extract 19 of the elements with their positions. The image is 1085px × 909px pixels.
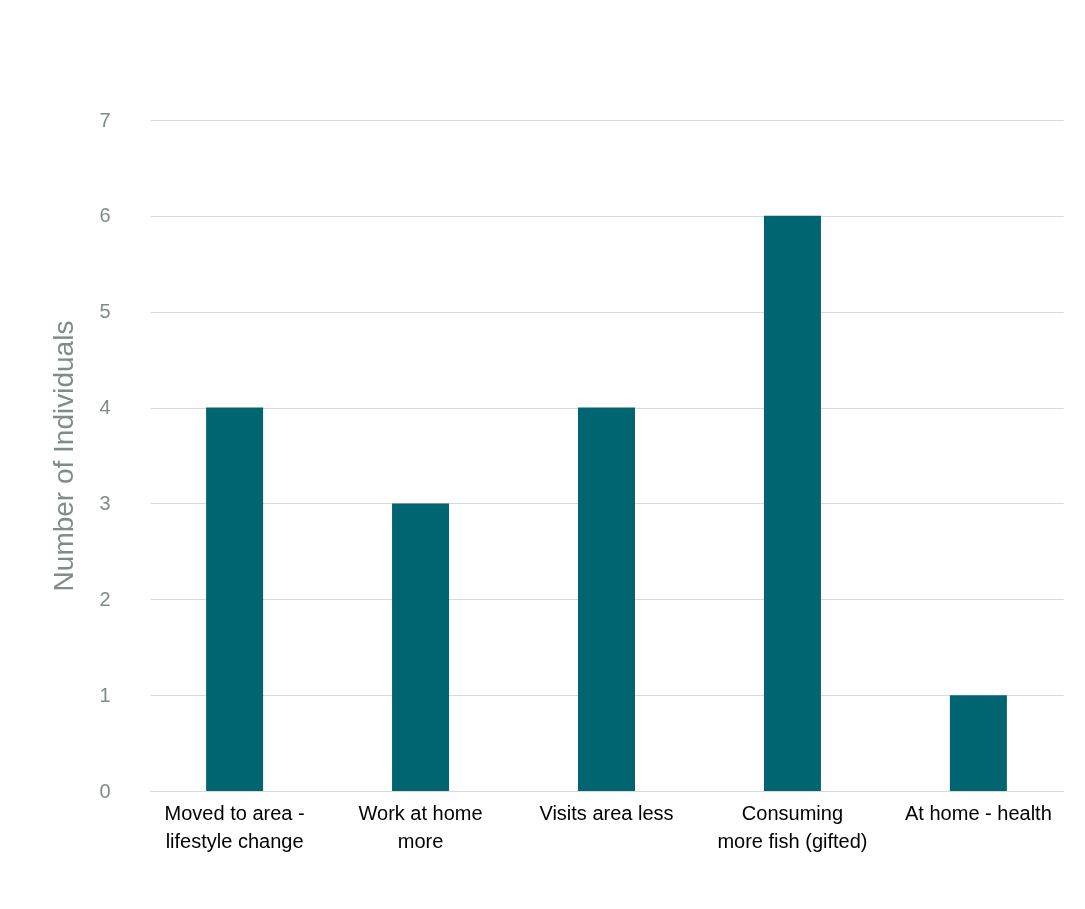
y-tick-label: 4 bbox=[99, 396, 111, 419]
y-axis-title: Number of Individuals bbox=[48, 320, 80, 592]
y-tick-label: 1 bbox=[99, 683, 111, 706]
y-tick-label: 6 bbox=[99, 204, 111, 227]
x-tick-label: Moved to area - lifestyle change bbox=[164, 801, 305, 852]
bar bbox=[578, 407, 635, 791]
x-tick-label: Visits area less bbox=[539, 801, 674, 824]
y-tick-label: 2 bbox=[99, 587, 111, 610]
y-tick-label: 3 bbox=[99, 491, 111, 514]
bar bbox=[763, 215, 821, 791]
x-tick-label: At home - health bbox=[905, 801, 1052, 824]
x-tick-label: Work at home more bbox=[358, 801, 483, 852]
bar bbox=[206, 407, 264, 791]
bar bbox=[949, 695, 1007, 791]
y-tick-label: 0 bbox=[99, 779, 111, 802]
x-tick-label: Consuming more fish (gifted) bbox=[717, 801, 868, 852]
y-tick-label: 5 bbox=[99, 300, 111, 323]
bar bbox=[392, 503, 450, 791]
y-tick-label: 7 bbox=[99, 108, 111, 131]
